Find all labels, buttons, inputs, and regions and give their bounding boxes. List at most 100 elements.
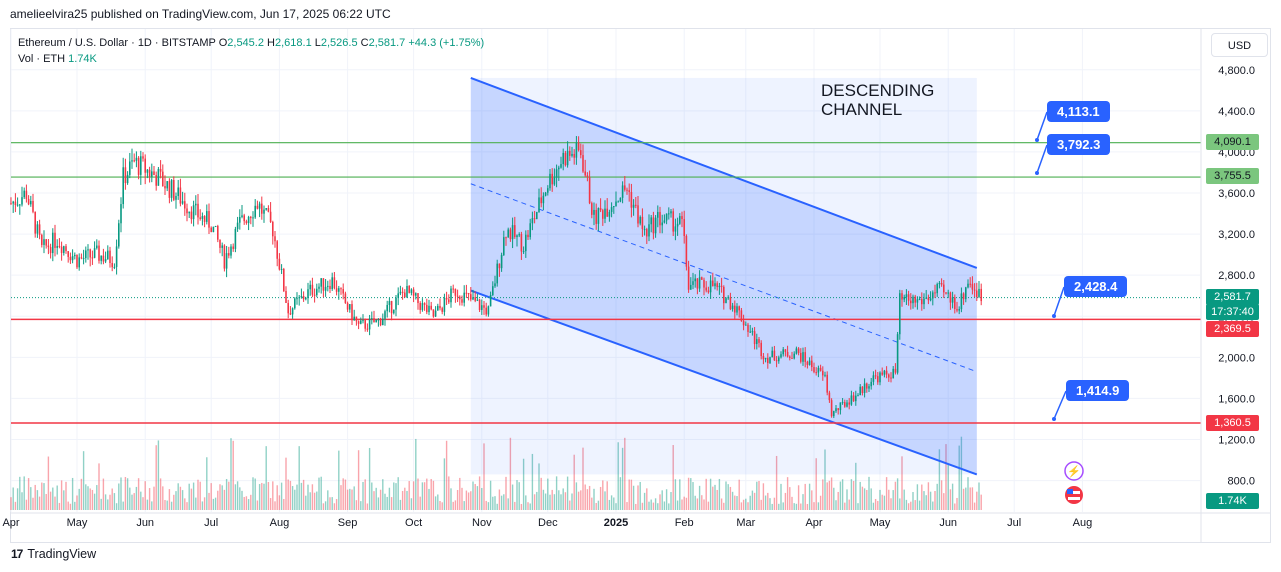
volume-bar: [12, 487, 14, 510]
callout-2428[interactable]: 2,428.4: [1064, 276, 1128, 297]
volume-bars: [10, 436, 982, 510]
volume-bar: [914, 500, 916, 510]
volume-bar: [806, 503, 809, 510]
candle-body: [934, 292, 936, 294]
volume-bar: [324, 501, 327, 510]
volume-bar: [146, 499, 149, 510]
tradingview-brand[interactable]: 17 TradingView: [11, 547, 96, 561]
volume-bar: [485, 500, 487, 510]
volume-bar: [751, 490, 754, 510]
volume-bar: [401, 490, 404, 510]
volume-bar: [907, 503, 910, 510]
volume-bar: [496, 503, 498, 510]
volume-bar: [206, 457, 208, 510]
candle-body: [536, 211, 538, 219]
callout-4113[interactable]: 4,113.1: [1047, 101, 1110, 122]
volume-bar: [219, 484, 221, 510]
volume-bar: [188, 483, 190, 510]
candle-body: [731, 305, 734, 310]
candle-body: [791, 357, 793, 359]
open-label: O: [218, 37, 228, 49]
candle-body: [186, 208, 188, 214]
volume-bar: [234, 484, 237, 510]
candle-body: [459, 296, 461, 300]
volume-bar: [978, 482, 980, 510]
candle-body: [835, 408, 837, 412]
candle-body: [432, 309, 435, 317]
candle-body: [804, 352, 806, 362]
candle-body: [668, 213, 670, 215]
candle-body: [951, 297, 954, 303]
volume-bar: [470, 491, 472, 510]
volume-bar: [412, 481, 415, 510]
volume-bar: [591, 497, 593, 510]
volume-bar: [951, 483, 954, 510]
volume-bar: [98, 463, 100, 510]
candle-body: [593, 209, 595, 215]
candle-body: [124, 167, 127, 184]
volume-bar: [316, 491, 318, 510]
candle-body: [518, 234, 520, 236]
volume-bar: [212, 498, 215, 510]
candle-body: [166, 181, 168, 189]
volume-bar: [344, 479, 347, 510]
candle-body: [122, 167, 124, 205]
candle-body: [639, 216, 641, 224]
volume-bar: [232, 440, 234, 510]
volume-bar: [885, 477, 888, 510]
candle-body: [177, 187, 179, 196]
candle-body: [450, 288, 452, 303]
candle-body: [921, 299, 923, 305]
symbol-title[interactable]: Ethereum / U.S. Dollar · 1D · BITSTAMP: [18, 37, 216, 49]
candle-body: [819, 367, 822, 371]
volume-bar: [126, 478, 129, 510]
callout-3792[interactable]: 3,792.3: [1047, 134, 1111, 155]
callout-1414[interactable]: 1,414.9: [1066, 380, 1130, 401]
volume-bar: [643, 492, 646, 510]
candle-body: [883, 370, 886, 375]
volume-bar: [166, 500, 168, 510]
candle-body: [584, 171, 586, 176]
volume-bar: [294, 489, 296, 510]
volume-bar: [564, 492, 567, 510]
volume-bar: [364, 479, 366, 510]
volume-bar: [467, 492, 470, 510]
volume-bar: [373, 491, 375, 510]
volume-bar: [619, 477, 622, 510]
volume-bar: [828, 480, 831, 510]
volume-bar: [701, 495, 703, 510]
volume-bar: [223, 489, 226, 510]
volume-bar: [676, 500, 679, 510]
candle-body: [232, 246, 234, 249]
candle-body: [100, 255, 102, 261]
volume-bar: [481, 487, 483, 510]
volume-bar: [410, 498, 413, 510]
currency-button[interactable]: USD: [1211, 33, 1268, 57]
volume-bar: [562, 488, 564, 510]
volume-bar: [795, 503, 798, 510]
volume-bar: [714, 484, 716, 510]
candle-body: [417, 293, 419, 304]
volume-bar: [173, 494, 175, 510]
volume-bar: [813, 502, 815, 510]
candle-body: [109, 250, 111, 264]
horizontal-levels[interactable]: [11, 142, 1201, 424]
volume-bar: [852, 480, 855, 510]
candle-body: [485, 307, 487, 315]
volume-bar: [727, 484, 729, 510]
candle-body: [329, 285, 331, 290]
open-value: 2,545.2: [227, 37, 264, 49]
candle-body: [758, 339, 760, 343]
candle-body: [538, 197, 540, 212]
candle-body: [654, 217, 657, 234]
time-tick-label: Jul: [204, 517, 218, 529]
channel-box-fill: [470, 77, 977, 475]
descending-channel[interactable]: [470, 77, 978, 476]
candle-body: [749, 331, 751, 333]
candle-body: [850, 395, 853, 405]
volume-bar: [151, 501, 153, 510]
candle-body: [720, 285, 723, 287]
volume-bar: [140, 491, 142, 510]
candle-body: [826, 374, 828, 393]
